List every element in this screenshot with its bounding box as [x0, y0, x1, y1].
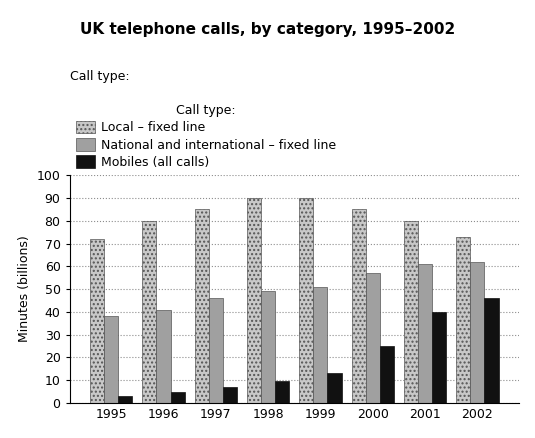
Text: UK telephone calls, by category, 1995–2002: UK telephone calls, by category, 1995–20… — [80, 22, 455, 37]
Bar — [209, 298, 223, 403]
Bar — [118, 396, 132, 403]
Y-axis label: Minutes (billions): Minutes (billions) — [18, 236, 31, 343]
Bar — [142, 221, 156, 403]
Bar — [171, 392, 185, 403]
Bar — [299, 198, 314, 403]
Bar — [104, 316, 118, 403]
Bar — [351, 209, 365, 403]
Bar — [484, 298, 499, 403]
Bar — [365, 273, 380, 403]
Bar — [223, 387, 237, 403]
Bar — [314, 287, 327, 403]
Bar — [247, 198, 261, 403]
Legend: Local – fixed line, National and international – fixed line, Mobiles (all calls): Local – fixed line, National and interna… — [76, 104, 336, 169]
Bar — [90, 239, 104, 403]
Bar — [195, 209, 209, 403]
Bar — [404, 221, 418, 403]
Bar — [432, 312, 446, 403]
Bar — [418, 264, 432, 403]
Bar — [380, 346, 394, 403]
Bar — [470, 262, 484, 403]
Text: Call type:: Call type: — [70, 70, 129, 83]
Bar — [456, 237, 470, 403]
Bar — [327, 373, 341, 403]
Bar — [261, 291, 275, 403]
Bar — [275, 381, 289, 403]
Bar — [156, 310, 171, 403]
